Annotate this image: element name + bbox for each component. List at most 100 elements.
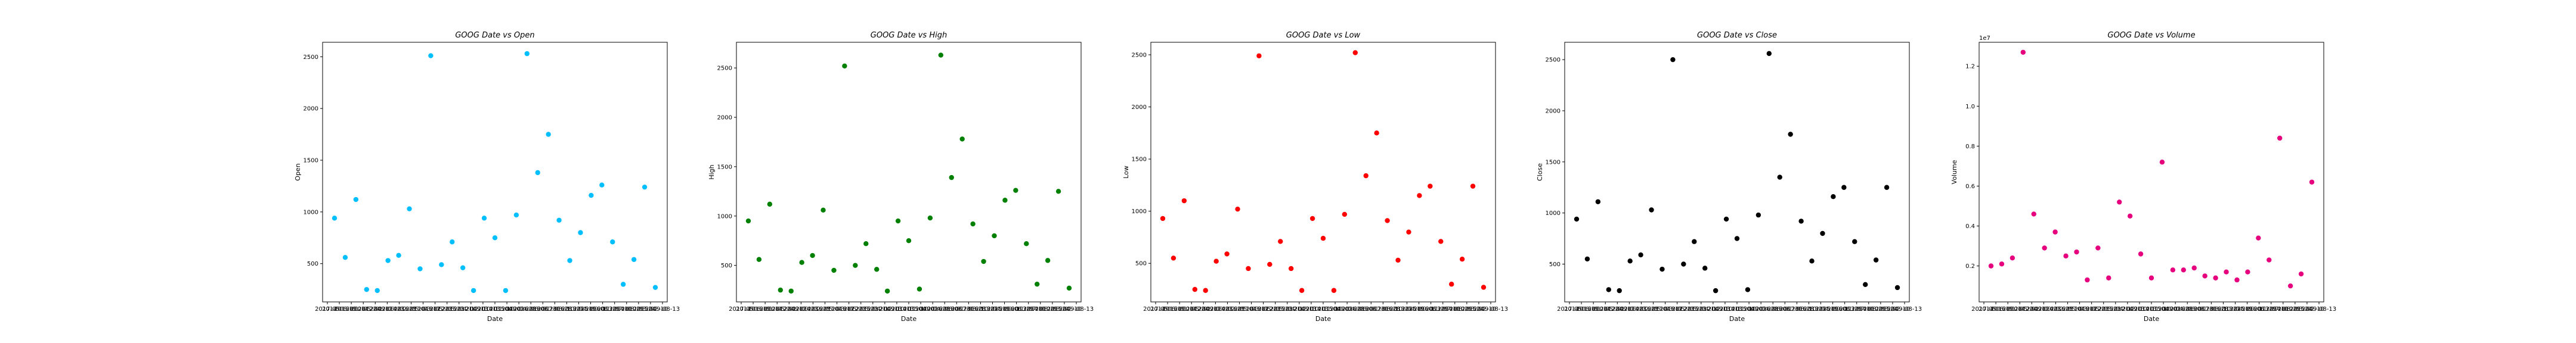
x-tick-label: 2015-10-02 <box>1318 306 1352 313</box>
data-point <box>1192 286 1198 292</box>
x-tick-label: 2016-05-04 <box>2050 306 2085 313</box>
x-tick-label: 2014-08-29 <box>1852 306 1886 313</box>
data-point <box>460 265 466 270</box>
x-tick-label: 2015-02-10 <box>1047 306 1082 313</box>
chart-title: GOOG Date vs Low <box>1286 31 1361 40</box>
data-point <box>503 288 509 294</box>
data-point <box>927 215 933 221</box>
x-tick-label: 2016-11-29 <box>1414 306 1448 313</box>
data-point <box>1352 50 1358 55</box>
plot-frame <box>736 42 1082 303</box>
data-point <box>959 136 965 142</box>
x-tick-label: 2014-06-19 <box>1979 306 2013 313</box>
data-point <box>1299 288 1305 293</box>
x-tick-label: 2012-01-12 <box>1186 306 1221 313</box>
data-point <box>884 288 890 294</box>
data-point <box>417 266 423 272</box>
data-point <box>1659 266 1665 272</box>
data-point <box>1606 287 1611 292</box>
x-tick-label: 2015-02-10 <box>2290 306 2324 313</box>
x-tick-label: 2011-03-17 <box>1648 306 1683 313</box>
x-tick-label: 2009-04-28 <box>1744 306 1778 313</box>
data-point <box>767 201 773 207</box>
x-tick-label: 2009-10-13 <box>1708 306 1742 313</box>
data-point <box>1820 230 1825 236</box>
x-tick-label: 2013-04-19 <box>1803 306 1838 313</box>
x-tick-label: 2012-12-13 <box>2110 306 2145 313</box>
data-point <box>450 239 455 245</box>
x-tick-label: 2010-05-24 <box>2002 306 2037 313</box>
data-point <box>1289 266 1294 272</box>
x-tick-label: 2016-11-29 <box>999 306 1034 313</box>
x-tick-label: 2011-03-17 <box>406 306 441 313</box>
x-tick-label: 2017-03-28 <box>951 306 986 313</box>
data-point <box>1788 132 1793 137</box>
x-tick-label: 2015-10-02 <box>2146 306 2181 313</box>
data-point <box>342 255 348 260</box>
x-tick-label: 2015-04-14 <box>1270 306 1305 313</box>
x-tick-label: 2016-05-04 <box>1222 306 1256 313</box>
data-point <box>396 252 401 258</box>
x-tick-label: 2015-04-14 <box>856 306 890 313</box>
x-tick-label: 2014-06-19 <box>1564 306 1599 313</box>
data-point <box>874 267 880 272</box>
x-axis-label: Date <box>1729 315 1745 323</box>
data-point <box>2031 211 2036 217</box>
plot-frame <box>322 42 668 303</box>
data-point <box>2010 255 2015 261</box>
x-tick-label: 2018-01-30 <box>525 306 560 313</box>
x-tick-label: 2017-03-28 <box>2194 306 2228 313</box>
x-tick-label: 2016-01-14 <box>748 306 782 313</box>
chart-title: GOOG Date vs Volume <box>2107 31 2195 40</box>
data-point <box>513 212 519 218</box>
data-point <box>1470 183 1476 189</box>
x-tick-label: 2010-03-24 <box>1035 306 1070 313</box>
data-point <box>1406 229 1411 235</box>
x-tick-label: 2012-05-23 <box>2086 306 2121 313</box>
data-point <box>2224 269 2229 275</box>
x-tick-label: 2015-10-02 <box>490 306 524 313</box>
x-tick-label: 2014-08-29 <box>1438 306 1472 313</box>
y-tick-label: 2500 <box>717 66 732 72</box>
x-tick-label: 2017-03-28 <box>1366 306 1400 313</box>
x-tick-label: 2016-11-29 <box>2242 306 2277 313</box>
subplot-1: GOOG Date vs Open 500 1000 1500 2000 2500 2017… <box>294 31 680 323</box>
data-point <box>992 233 997 239</box>
data-point <box>1723 216 1729 222</box>
x-tick-label: 2010-03-24 <box>1450 306 1484 313</box>
x-tick-label: 2018-05-23 <box>832 306 866 313</box>
data-point <box>578 230 583 235</box>
data-point <box>1013 188 1018 193</box>
y-tick-label: 2500 <box>1546 57 1561 64</box>
y-tick-label: 500 <box>1549 261 1561 268</box>
y-tick-label: 0.2 <box>1965 263 1975 270</box>
data-point <box>556 217 562 223</box>
data-point <box>1670 57 1676 63</box>
y-tick-label: 1500 <box>717 164 732 170</box>
x-tick-label: 2009-08-13 <box>1059 306 1094 313</box>
data-point <box>1584 256 1590 262</box>
data-point <box>1702 266 1708 271</box>
y-tick-label: 1500 <box>1132 157 1147 163</box>
data-point <box>2234 277 2240 283</box>
subplot-4: GOOG Date vs Close 500 1000 1500 2000 2500 201… <box>1536 31 1922 323</box>
x-tick-label: 2014-08-29 <box>609 306 644 313</box>
data-point <box>745 218 751 224</box>
x-tick-label: 2016-11-29 <box>586 306 620 313</box>
data-point <box>895 218 901 224</box>
x-tick-label: 2012-12-13 <box>454 306 488 313</box>
y-tick-label: 1.0 <box>1965 104 1975 110</box>
y-tick-label: 1500 <box>1546 159 1561 166</box>
x-tick-label: 2017-03-28 <box>1779 306 1814 313</box>
data-point <box>917 286 922 292</box>
x-tick-label: 2013-04-19 <box>1389 306 1424 313</box>
data-point <box>1809 258 1815 264</box>
x-tick-label: 2012-05-23 <box>430 306 465 313</box>
y-tick-label: 500 <box>307 261 318 267</box>
x-tick-label: 2009-04-28 <box>915 306 950 313</box>
y-tick-label: 0.4 <box>1965 223 1975 230</box>
data-point <box>2042 245 2047 251</box>
data-point <box>2170 267 2176 273</box>
x-tick-label: 2013-07-10 <box>597 306 632 313</box>
data-point <box>439 262 444 267</box>
